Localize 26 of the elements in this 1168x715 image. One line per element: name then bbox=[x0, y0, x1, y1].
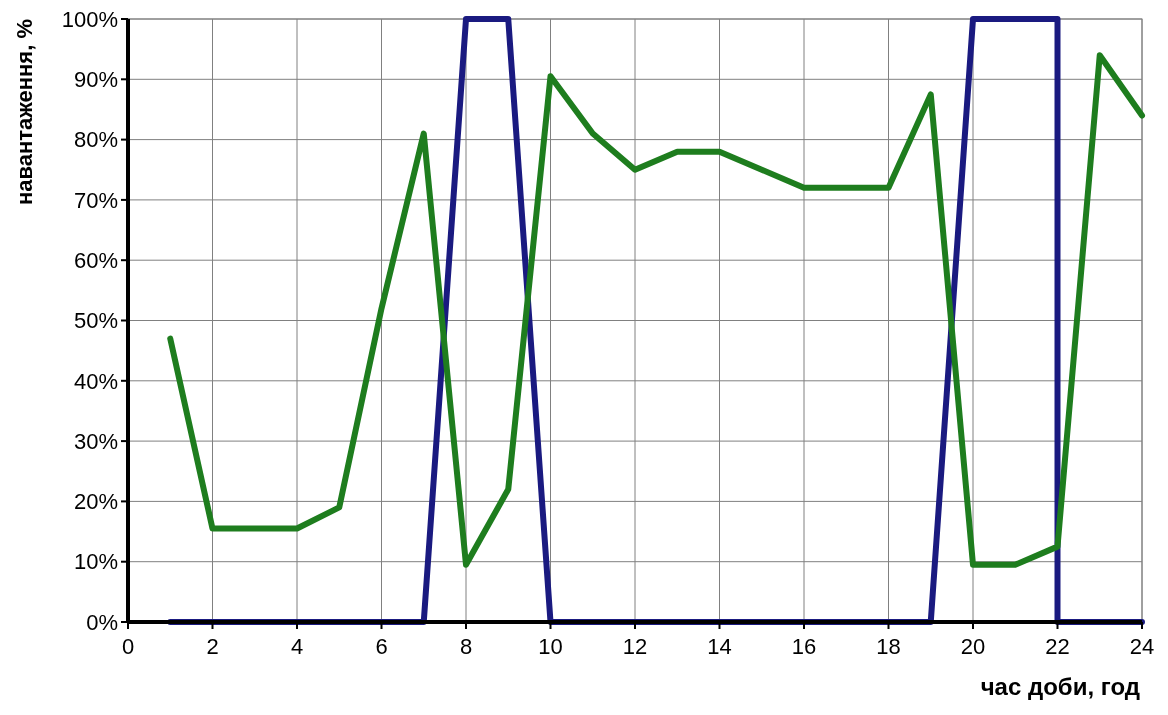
x-tick-label: 4 bbox=[290, 634, 304, 659]
y-axis-title: навантаження, % bbox=[12, 19, 37, 206]
y-tick-label: 100% bbox=[61, 6, 118, 32]
x-tick-label: 22 bbox=[1045, 634, 1070, 659]
x-tick-label: 0 bbox=[121, 634, 135, 659]
x-tick-label: 16 bbox=[791, 634, 817, 659]
x-tick-label: 18 bbox=[876, 634, 901, 659]
x-tick-label: 6 bbox=[375, 634, 388, 659]
y-tick-label: 30% bbox=[73, 428, 118, 454]
y-tick-label: 40% bbox=[73, 368, 118, 394]
x-tick-label: 2 bbox=[206, 634, 219, 659]
y-tick-label: 80% bbox=[73, 127, 118, 153]
y-tick-label: 20% bbox=[73, 489, 118, 515]
y-tick-label: 60% bbox=[73, 247, 118, 273]
y-tick-label: 50% bbox=[73, 308, 118, 334]
x-axis-title: час доби, год bbox=[980, 673, 1140, 700]
x-tick-label: 14 bbox=[707, 634, 732, 659]
x-tick-label: 20 bbox=[960, 634, 986, 659]
y-tick-label: 70% bbox=[73, 187, 118, 213]
y-tick-label: 10% bbox=[73, 549, 118, 575]
x-tick-label: 10 bbox=[538, 634, 563, 659]
y-tick-label: 0% bbox=[86, 609, 118, 635]
x-tick-label: 8 bbox=[459, 634, 473, 659]
y-tick-label: 90% bbox=[73, 67, 118, 92]
x-tick-label: 12 bbox=[622, 634, 648, 659]
x-tick-label: 24 bbox=[1129, 634, 1155, 659]
